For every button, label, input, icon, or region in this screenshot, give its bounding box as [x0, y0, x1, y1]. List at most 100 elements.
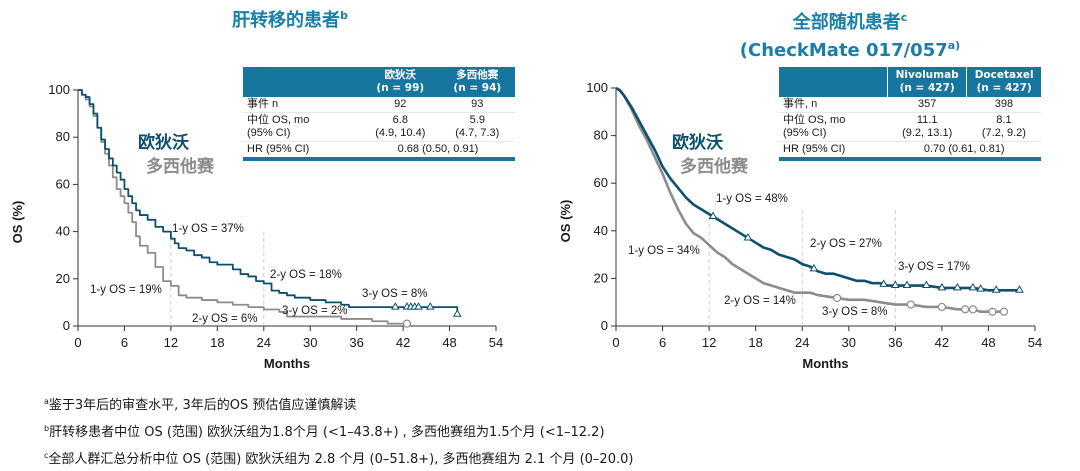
left-summary-table: 欧狄沃 (n = 99) 多西他赛 (n = 94) 事件 n 92 93 中位 O…: [243, 67, 515, 161]
x-tick-label: 24: [795, 335, 809, 350]
y-tick-label: 100: [48, 82, 70, 97]
cell-value: 93: [439, 97, 515, 113]
chart-left: 0 20 40 60 80 100 0 6 12 18 24 30 36 42 48 54 Months OS (…: [10, 82, 503, 371]
row-label: HR (95% CI): [243, 141, 361, 161]
row-label: 事件 n: [243, 97, 361, 113]
median-ci: (4.7, 7.3): [455, 127, 500, 139]
header-n: (n = 427): [899, 82, 955, 94]
censor-mark-triangle: [890, 280, 900, 289]
legend-nivolumab: 欧狄沃: [138, 132, 189, 153]
header-n: (n = 427): [976, 82, 1032, 94]
footnote-text: 肝转移患者中位 OS (范围) 欧狄沃组为1.8个月 (<1–43.8+) , …: [49, 425, 605, 440]
table-row-median: 中位 OS, mo (95% CI) 11.1 (9.2, 13.1) 8.1 (7.…: [779, 112, 1041, 142]
censor-mark-triangle: [902, 280, 912, 289]
cell-value: 92: [361, 97, 440, 113]
x-tick-label: 12: [702, 335, 716, 350]
censor-mark-triangle: [809, 263, 819, 272]
header-name: 多西他赛: [456, 69, 499, 81]
table-row-median: 中位 OS, mo (95% CI) 6.8 (4.9, 10.4) 5.9 (4.7…: [243, 112, 515, 142]
censor-mark-triangle: [953, 282, 962, 291]
median-value: 6.8: [392, 114, 408, 126]
os-annotation: 3-y OS = 8%: [362, 288, 428, 300]
series-line-nivolumab: [615, 86, 1020, 292]
x-tick-label: 48: [442, 335, 456, 350]
censor-mark-triangle: [976, 284, 986, 292]
hr-value: 0.68 (0.50, 0.91): [361, 141, 515, 161]
median-value: 11.1: [916, 114, 938, 126]
right-title-footnote-marker: c: [900, 11, 908, 24]
median-ci: (4.9, 10.4): [375, 127, 426, 139]
censor-mark-triangle: [425, 302, 435, 310]
header-name: Docetaxel: [974, 69, 1034, 81]
os-annotation: 1-y OS = 37%: [172, 223, 244, 235]
legend-docetaxel: 多西他赛: [680, 156, 749, 177]
header-empty-cell: [779, 67, 888, 97]
x-tick-label: 30: [842, 335, 856, 350]
chart-right: 0 20 40 60 80 100 0 6 12 18 24 30 36 42 48 54 Months OS (…: [558, 80, 1042, 371]
right-subtitle-text: (CheckMate 017/057: [739, 40, 948, 61]
median-value: 5.9: [469, 114, 485, 126]
cell-value: 357: [887, 97, 967, 113]
x-tick-label: 24: [257, 335, 271, 350]
cell-value: 398: [966, 97, 1041, 113]
left-panel-title: 肝转移的患者b: [200, 6, 380, 32]
table-row-hr: HR (95% CI) 0.68 (0.50, 0.91): [243, 141, 515, 161]
median-ci: (7.2, 9.2): [981, 127, 1026, 139]
censor-mark-triangle: [879, 279, 889, 287]
censor-mark-circle: [937, 302, 946, 312]
os-annotation: 2-y OS = 18%: [270, 269, 342, 281]
y-tick-label: 80: [594, 128, 608, 143]
cell-value: 5.9 (4.7, 7.3): [439, 112, 515, 142]
header-n: (n = 94): [453, 82, 502, 94]
censor-mark-circle: [833, 293, 842, 303]
table-row-hr: HR (95% CI) 0.70 (0.61, 0.81): [779, 141, 1041, 161]
censor-mark-circle: [961, 305, 970, 314]
table-header-row: 欧狄沃 (n = 99) 多西他赛 (n = 94): [243, 67, 515, 97]
footnote-marker: c: [44, 451, 49, 460]
censor-mark-circle: [968, 305, 978, 314]
header-nivolumab: Nivolumab (n = 427): [886, 67, 967, 97]
x-tick-label: 36: [888, 335, 902, 350]
censor-mark-triangle: [921, 280, 931, 289]
censor-mark-circle: [402, 319, 412, 328]
os-annotation: 1-y OS = 34%: [628, 245, 700, 257]
hr-value: 0.70 (0.61, 0.81): [887, 141, 1041, 161]
os-annotation: 3-y OS = 8%: [822, 306, 888, 318]
header-n: (n = 99): [376, 82, 425, 94]
right-subtitle-footnote-marker: a): [947, 39, 961, 52]
series-line-nivolumab: [78, 89, 459, 315]
median-ci: (9.2, 13.1): [902, 127, 953, 139]
x-tick-label: 54: [1028, 335, 1042, 350]
row-label-line1: 中位 OS, mo: [783, 114, 846, 126]
x-tick-label: 6: [121, 335, 128, 350]
cell-value: 11.1 (9.2, 13.1): [887, 112, 967, 142]
header-nivolumab: 欧狄沃 (n = 99): [361, 67, 440, 97]
x-tick-label: 30: [303, 335, 317, 350]
censor-mark-triangle: [1015, 285, 1024, 293]
y-tick-label: 40: [594, 223, 608, 238]
footnote-text: 鉴于3年后的审查水平, 3年后的OS 预估值应谨慎解读: [48, 398, 357, 413]
row-label-line2: (95% CI): [783, 127, 827, 139]
os-annotation: 3-y OS = 17%: [898, 261, 970, 273]
footnote-a: a鉴于3年后的审查水平, 3年后的OS 预估值应谨慎解读: [44, 390, 633, 417]
y-tick-label: 60: [56, 176, 70, 191]
y-axis-title: OS (%): [10, 201, 25, 244]
y-tick-label: 0: [63, 318, 70, 333]
left-title-footnote-marker: b: [340, 9, 348, 22]
row-label-line1: 中位 OS, mo: [247, 114, 310, 126]
x-tick-label: 18: [210, 335, 224, 350]
footnotes: a鉴于3年后的审查水平, 3年后的OS 预估值应谨慎解读 b肝转移患者中位 OS…: [44, 390, 633, 471]
censor-mark-triangle: [991, 285, 1001, 293]
cell-value: 6.8 (4.9, 10.4): [361, 112, 440, 142]
right-summary-table: Nivolumab (n = 427) Docetaxel (n = 427) 事件…: [779, 67, 1041, 161]
row-label-line2: (95% CI): [247, 127, 291, 139]
x-axis-title: Months: [264, 356, 310, 371]
legend-docetaxel: 多西他赛: [146, 156, 215, 177]
right-panel-title: 全部随机患者c (CheckMate 017/057a): [700, 6, 1000, 62]
censor-mark-triangle: [743, 232, 753, 241]
y-tick-label: 20: [56, 271, 70, 286]
header-empty-cell: [243, 67, 361, 97]
censor-mark-triangle: [968, 282, 978, 291]
y-axis-title: OS (%): [558, 200, 573, 243]
